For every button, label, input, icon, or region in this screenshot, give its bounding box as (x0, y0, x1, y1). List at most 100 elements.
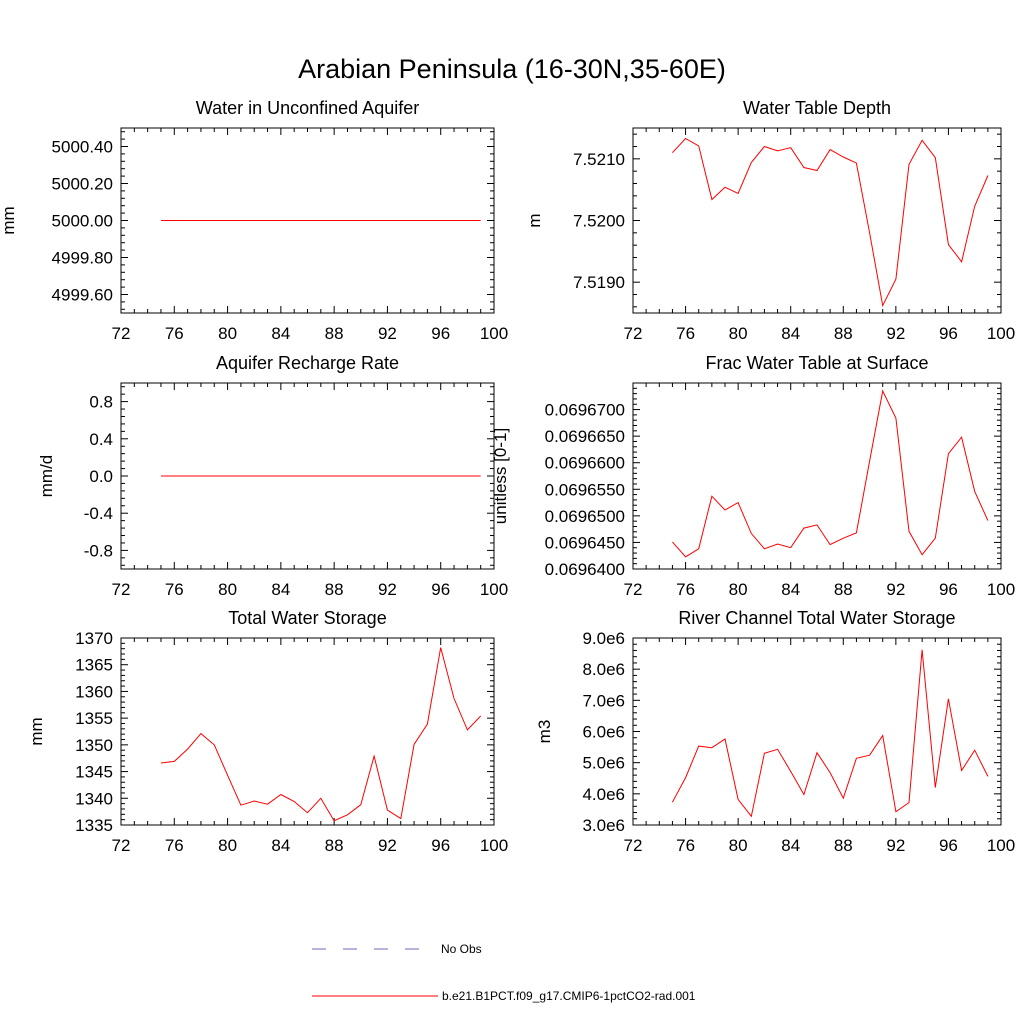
y-tick-label: -0.8 (84, 541, 113, 560)
x-tick-label: 84 (781, 580, 800, 599)
figure-title: Arabian Peninsula (16-30N,35-60E) (298, 54, 726, 84)
legend: No Obs b.e21.B1PCT.f09_g17.CMIP6-1pctCO2… (312, 942, 696, 1003)
y-tick-label: 1370 (75, 629, 113, 648)
x-tick-label: 92 (886, 836, 905, 855)
x-tick-label: 88 (834, 324, 853, 343)
y-tick-label: 5000.20 (52, 175, 113, 194)
x-tick-label: 76 (676, 580, 695, 599)
x-tick-label: 88 (325, 324, 344, 343)
y-axis-label: m3 (535, 720, 554, 744)
x-tick-label: 92 (886, 580, 905, 599)
series-line (160, 647, 482, 822)
x-tick-label: 100 (480, 836, 508, 855)
y-tick-label: 1335 (75, 816, 113, 835)
panel-water-in-unconfined-aquifer: Water in Unconfined Aquifer 72 76 80 84 88 92 9… (0, 98, 508, 343)
legend-label-no-obs: No Obs (441, 942, 482, 956)
panel-aquifer-recharge-rate: Aquifer Recharge Rate 72 76 80 84 88 92 96 100 -0… (37, 353, 508, 599)
x-tick-label: 84 (271, 324, 290, 343)
series-line (672, 137, 989, 308)
x-tick-label: 72 (624, 836, 643, 855)
y-tick-label: 5000.40 (52, 138, 113, 157)
x-tick-label: 76 (676, 836, 695, 855)
panel-title: River Channel Total Water Storage (678, 608, 955, 628)
x-tick-label: 80 (729, 580, 748, 599)
y-tick-label: 8.0e6 (582, 660, 625, 679)
y-tick-label: 0.0 (89, 467, 113, 486)
x-tick-label: 100 (987, 324, 1015, 343)
x-tick-label: 84 (781, 324, 800, 343)
y-tick-label: 1360 (75, 682, 113, 701)
y-tick-label: 7.0e6 (582, 691, 625, 710)
y-tick-label: 1345 (75, 763, 113, 782)
x-tick-label: 80 (729, 836, 748, 855)
x-tick-label: 100 (480, 580, 508, 599)
y-tick-label: 0.8 (89, 393, 113, 412)
y-tick-label: 7.5210 (573, 150, 625, 169)
y-tick-label: 0.0696650 (545, 427, 625, 446)
x-tick-label: 80 (218, 324, 237, 343)
y-tick-label: 0.0696550 (545, 480, 625, 499)
x-tick-label: 72 (624, 580, 643, 599)
x-tick-label: 84 (271, 836, 290, 855)
legend-label-model-run: b.e21.B1PCT.f09_g17.CMIP6-1pctCO2-rad.00… (442, 989, 696, 1003)
y-tick-label: 1365 (75, 656, 113, 675)
panel-title: Water in Unconfined Aquifer (196, 98, 419, 118)
y-axis-label: mm (27, 717, 46, 745)
x-tick-label: 80 (218, 580, 237, 599)
x-tick-label: 92 (378, 580, 397, 599)
y-tick-label: -0.4 (84, 504, 113, 523)
x-tick-label: 84 (271, 580, 290, 599)
y-axis-label: m (525, 213, 544, 227)
y-axis-label: unitless [0-1] (491, 428, 510, 524)
y-tick-label: 3.0e6 (582, 816, 625, 835)
series-line (672, 389, 989, 558)
x-tick-label: 96 (431, 324, 450, 343)
x-tick-label: 88 (834, 580, 853, 599)
x-tick-label: 76 (676, 324, 695, 343)
x-tick-label: 96 (431, 836, 450, 855)
y-tick-label: 5.0e6 (582, 754, 625, 773)
x-tick-label: 76 (165, 580, 184, 599)
y-tick-label: 4.0e6 (582, 785, 625, 804)
x-tick-label: 92 (886, 324, 905, 343)
x-tick-label: 88 (325, 836, 344, 855)
y-tick-label: 7.5190 (573, 273, 625, 292)
x-tick-label: 92 (378, 324, 397, 343)
x-tick-label: 92 (378, 836, 397, 855)
x-tick-label: 88 (325, 580, 344, 599)
x-tick-label: 72 (624, 324, 643, 343)
plot-frame (632, 382, 1002, 570)
y-tick-label: 4999.60 (52, 286, 113, 305)
x-tick-label: 96 (939, 836, 958, 855)
x-tick-label: 84 (781, 836, 800, 855)
panel-river-channel-total-water-storage: River Channel Total Water Storage 72 76 80 8… (535, 608, 1015, 855)
x-tick-label: 76 (165, 324, 184, 343)
y-axis-label: mm/d (37, 455, 56, 498)
x-tick-label: 72 (112, 836, 131, 855)
panel-title: Frac Water Table at Surface (705, 353, 928, 373)
y-tick-label: 1355 (75, 709, 113, 728)
panel-frac-water-table-at-surface: Frac Water Table at Surface 72 76 80 84 88 92 9… (491, 353, 1015, 599)
x-tick-label: 80 (218, 836, 237, 855)
x-tick-label: 72 (112, 324, 131, 343)
x-tick-label: 76 (165, 836, 184, 855)
x-tick-label: 100 (480, 324, 508, 343)
y-tick-label: 5000.00 (52, 212, 113, 231)
plot-frame (632, 127, 1002, 314)
y-tick-label: 7.5200 (573, 212, 625, 231)
y-tick-label: 9.0e6 (582, 629, 625, 648)
panel-total-water-storage: Total Water Storage 72 76 80 84 88 92 96 100 1335… (27, 608, 508, 855)
y-tick-label: 0.4 (89, 430, 113, 449)
y-tick-label: 0.0696450 (545, 533, 625, 552)
y-axis-label: mm (0, 206, 18, 234)
x-tick-label: 88 (834, 836, 853, 855)
panel-title: Aquifer Recharge Rate (216, 353, 399, 373)
panel-title: Water Table Depth (743, 98, 891, 118)
y-tick-label: 1350 (75, 736, 113, 755)
y-tick-label: 1340 (75, 789, 113, 808)
x-tick-label: 100 (987, 580, 1015, 599)
y-tick-label: 0.0696400 (545, 560, 625, 579)
y-tick-label: 0.0696700 (545, 401, 625, 420)
plot-frame (632, 637, 1002, 826)
